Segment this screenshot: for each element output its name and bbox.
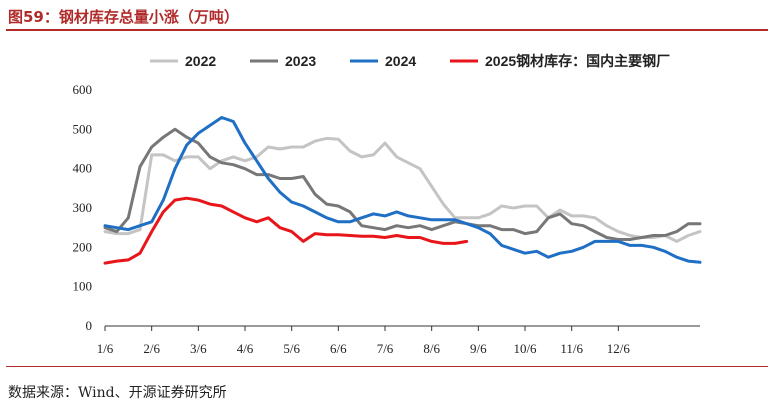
y-tick-label-400: 400 [73, 161, 93, 176]
x-tick-label-1-6: 1/6 [97, 341, 114, 356]
x-tick-label-8-6: 8/6 [423, 341, 440, 356]
x-tick-label-12-6: 12/6 [607, 341, 631, 356]
series-line-3 [103, 116, 702, 264]
source-note: 数据来源：Wind、开源证券研究所 [8, 385, 227, 401]
x-tick-label-2-6: 2/6 [143, 341, 160, 356]
x-tick-label-9-6: 9/6 [470, 341, 487, 356]
legend: 2022 2023 2024 2025钢材库存：国内主要钢厂 [150, 53, 670, 69]
series-layer [103, 116, 702, 265]
x-tick-label-10-6: 10/6 [513, 341, 537, 356]
y-tick-label-600: 600 [73, 82, 93, 97]
x-tick-label-5-6: 5/6 [283, 341, 300, 356]
x-tick-label-6-6: 6/6 [330, 341, 347, 356]
source-rule [6, 366, 768, 367]
title-rule [6, 29, 768, 31]
figure-title: 图59：钢材库存总量小涨（万吨） [8, 8, 239, 26]
y-tick-label-100: 100 [73, 279, 93, 294]
legend-label-2: 2023 [285, 53, 316, 69]
legend-label-1: 2022 [185, 53, 216, 69]
series-line-4 [103, 196, 469, 265]
y-tick-label-200: 200 [73, 239, 93, 254]
legend-label-4: 2025钢材库存：国内主要钢厂 [485, 53, 670, 69]
x-axis: 1/6 2/6 3/6 4/6 5/6 6/6 7/6 8/6 9/6 10/6 11/6 12/6 [97, 325, 700, 356]
x-tick-label-11-6: 11/6 [560, 341, 583, 356]
x-tick-label-4-6: 4/6 [237, 341, 254, 356]
y-axis: 0 100 200 300 400 500 600 [73, 82, 93, 333]
x-tick-label-7-6: 7/6 [377, 341, 394, 356]
y-tick-label-300: 300 [73, 200, 93, 215]
y-tick-label-500: 500 [73, 121, 93, 136]
legend-label-3: 2024 [385, 53, 416, 69]
x-tick-label-3-6: 3/6 [190, 341, 207, 356]
series-line-1 [103, 136, 702, 243]
y-tick-label-0: 0 [86, 318, 93, 333]
series-line-2 [103, 127, 702, 241]
